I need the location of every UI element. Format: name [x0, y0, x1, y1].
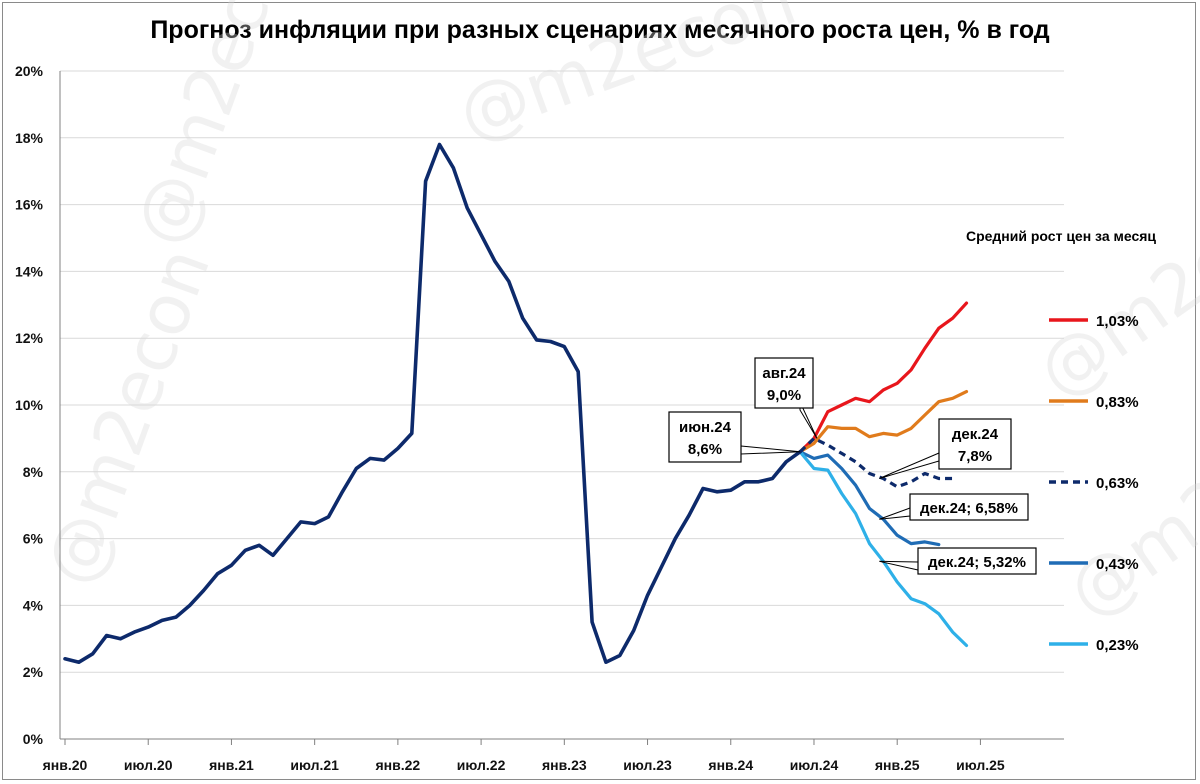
callout-box [909, 493, 1029, 521]
x-tick-label: июл.25 [956, 757, 1005, 773]
x-tick-label: янв.20 [43, 757, 88, 773]
annotations: июн.24 8,6% авг.24 9,0% дек.24 7,8% дек.24; 6,… [668, 357, 1037, 575]
callout-text: 7,8% [958, 448, 992, 465]
legend-label: 0,83% [1096, 394, 1139, 411]
callout-dec24a: дек.24 7,8% [879, 418, 1012, 479]
series-line-4 [798, 450, 941, 547]
callout-pointer [879, 452, 940, 479]
watermark-text: @m2econ [448, 0, 806, 156]
y-axis: 0% 2% 4% 6% 8% 10% 12% 14% 16% 18% 20% [15, 63, 61, 747]
x-tick-label: июл.22 [457, 757, 506, 773]
y-tick-label: 18% [15, 130, 44, 146]
y-tick-label: 4% [23, 597, 44, 613]
callout-box [754, 357, 814, 409]
x-tick-label: июл.20 [124, 757, 173, 773]
y-tick-label: 12% [15, 330, 44, 346]
watermark-text: @m2econ [119, 0, 316, 256]
callout-text: авг.24 [762, 365, 806, 382]
callout-text: июн.24 [679, 419, 732, 436]
y-tick-label: 10% [15, 397, 44, 413]
x-tick-label: июл.23 [623, 757, 672, 773]
x-axis: янв.20 июл.20 янв.21 июл.21 янв.22 июл.22 янв.… [43, 739, 1005, 773]
x-tick-label: янв.21 [209, 757, 254, 773]
y-tick-label: 14% [15, 263, 44, 279]
x-tick-label: янв.23 [542, 757, 587, 773]
y-tick-label: 6% [23, 531, 44, 547]
chart-title: Прогноз инфляции при разных сценариях ме… [150, 16, 1050, 44]
legend-label: 0,43% [1096, 556, 1139, 573]
callout-box [668, 411, 742, 463]
series-line-0 [63, 142, 802, 665]
callout-text: 8,6% [688, 441, 722, 458]
gridlines [60, 70, 1064, 740]
series-line-1 [798, 301, 969, 454]
y-tick-label: 0% [23, 731, 44, 747]
watermark-text: @m2econ [1023, 145, 1200, 414]
series-line-2 [798, 390, 969, 454]
callout-text: 9,0% [767, 387, 801, 404]
y-tick-label: 2% [23, 664, 44, 680]
callout-text: дек.24 [952, 426, 999, 443]
y-tick-label: 8% [23, 464, 44, 480]
callout-pointer [879, 507, 911, 520]
legend: Средний рост цен за месяц 1,03% 0,83% 0,63%… [966, 228, 1156, 654]
callout-box [938, 418, 1012, 470]
legend-label: 0,23% [1096, 637, 1139, 654]
callout-dec24b: дек.24; 6,58% [879, 493, 1029, 521]
x-tick-label: янв.24 [708, 757, 753, 773]
legend-title: Средний рост цен за месяц [966, 228, 1156, 244]
callout-pointer [740, 445, 801, 455]
x-tick-label: янв.25 [875, 757, 920, 773]
callout-text: дек.24; 5,32% [928, 554, 1026, 571]
callout-text: дек.24; 6,58% [920, 500, 1018, 517]
y-tick-label: 20% [15, 63, 44, 79]
x-tick-label: июл.24 [790, 757, 839, 773]
legend-label: 0,63% [1096, 475, 1139, 492]
series-line-3 [798, 436, 953, 489]
callout-aug24: авг.24 9,0% [754, 357, 818, 439]
y-tick-label: 16% [15, 197, 44, 213]
legend-label: 1,03% [1096, 313, 1139, 330]
callout-jun24: июн.24 8,6% [668, 411, 801, 463]
callout-dec24c: дек.24; 5,32% [879, 547, 1037, 575]
callout-box [917, 547, 1037, 575]
watermark-text: @m2econ [29, 237, 226, 595]
x-tick-label: июл.21 [290, 757, 339, 773]
x-tick-label: янв.22 [376, 757, 421, 773]
